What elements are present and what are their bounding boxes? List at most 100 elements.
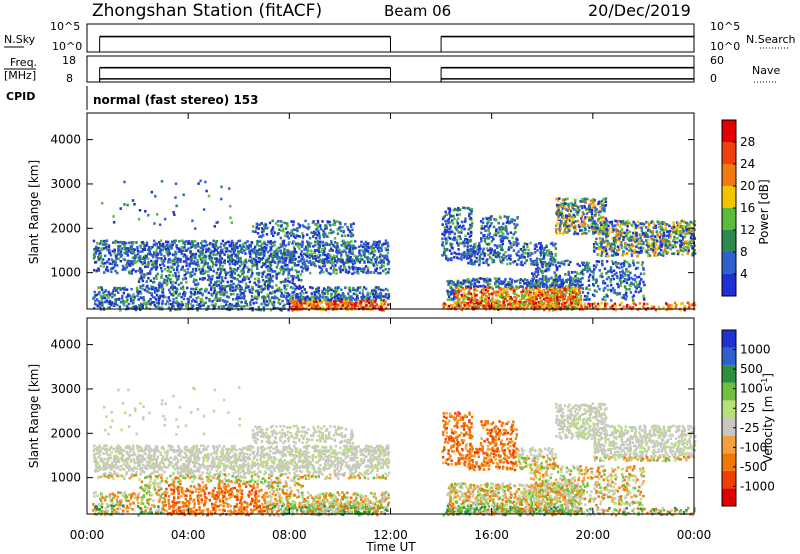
power-echo-724: [314, 243, 317, 247]
power-echo-1404: [100, 286, 103, 290]
power-echo-3903: [579, 298, 582, 301]
power-echo-1663: [197, 296, 200, 299]
power-echo-2196: [376, 292, 379, 296]
power-echo-794: [336, 244, 339, 248]
power-echo-4724: [677, 250, 680, 254]
power-echo-4893: [551, 286, 554, 289]
power-echo-3367: [473, 294, 477, 297]
power-echo-2792: [144, 209, 147, 213]
power-echo-351: [204, 250, 208, 254]
power-echo-4896: [551, 277, 554, 281]
power-echo-1226: [285, 267, 288, 271]
power-echo-2737: [350, 302, 354, 306]
power-echo-1771: [235, 297, 238, 301]
power-echo-418: [226, 255, 230, 258]
power-echo-3626: [527, 296, 530, 299]
power-echo-970: [103, 271, 106, 274]
power-echo-498: [250, 249, 253, 252]
power-echo-907: [370, 247, 373, 251]
freq-tick-top: 18: [62, 54, 76, 67]
power-echo-2102: [346, 303, 350, 306]
power-echo-260: [174, 239, 177, 243]
power-echo-2270: [165, 279, 169, 283]
power-echo-1320: [352, 267, 355, 271]
power-echo-4368: [608, 230, 611, 234]
power-echo-3121: [509, 244, 513, 248]
power-echo-4952: [570, 295, 573, 298]
power-echo-3396: [480, 297, 484, 301]
power-echo-1150: [233, 272, 237, 275]
power-echo-2124: [352, 292, 356, 296]
power-echo-4954: [571, 280, 575, 284]
power-echo-4298: [596, 242, 599, 246]
power-echo-4824: [530, 285, 534, 289]
power-echo-4538: [641, 247, 645, 250]
power-echo-2771: [371, 300, 375, 304]
power-echo-3024: [473, 252, 476, 255]
power-echo-1766: [232, 292, 235, 296]
power-echo-2254: [154, 274, 158, 278]
power-echo-3477: [495, 277, 499, 281]
power-echo-624: [282, 243, 285, 246]
power-echo-2612: [351, 228, 354, 232]
power-echo-3433: [486, 291, 489, 294]
power-echo-1863: [266, 286, 270, 290]
power-echo-1190: [263, 270, 266, 274]
power-echo-1750: [226, 300, 229, 303]
power-echo-1920: [286, 295, 290, 298]
power-echo-212: [163, 254, 166, 258]
power-echo-3967: [500, 240, 503, 243]
power-echo-2946: [462, 240, 465, 244]
power-echo-4345: [604, 229, 608, 233]
power-echo-3819: [561, 290, 565, 293]
power-echo-116: [131, 243, 134, 246]
power-echo-3545: [507, 281, 510, 284]
power-echo-4269: [603, 209, 606, 212]
nsky-label: N.Sky: [4, 33, 36, 46]
power-echo-2519: [296, 234, 299, 238]
power-echo-4594: [651, 246, 655, 250]
power-echo-1517: [143, 288, 147, 292]
power-echo-1591: [170, 303, 174, 306]
power-echo-930: [379, 253, 382, 256]
power-echo-1922: [286, 292, 289, 295]
power-echo-3941: [488, 224, 492, 228]
power-echo-1269: [320, 268, 324, 271]
power-echo-4921: [558, 274, 562, 278]
power-echo-2393: [263, 280, 267, 284]
power-echo-4059: [562, 217, 565, 220]
power-echo-2965: [465, 254, 469, 258]
power-echo-2064: [334, 291, 337, 295]
power-echo-4487: [631, 244, 635, 248]
power-echo-3089: [497, 251, 500, 254]
power-echo-2555: [317, 229, 320, 233]
power-echo-110: [128, 241, 131, 245]
power-echo-3133: [518, 256, 522, 260]
power-echo-3076: [492, 259, 495, 262]
power-echo-1374: [92, 297, 95, 300]
power-echo-4766: [683, 235, 687, 239]
power-echo-4207: [590, 225, 594, 229]
power-echo-3594: [520, 305, 523, 308]
power-echo-4600: [652, 226, 655, 229]
power-echo-2518: [294, 228, 297, 231]
power-echo-1319: [353, 271, 356, 275]
power-echo-2125: [353, 288, 357, 292]
power-echo-4337: [603, 251, 607, 254]
power-echo-3971: [502, 233, 505, 236]
power-echo-4302: [597, 253, 600, 256]
power-echo-3530: [505, 293, 508, 296]
power-echo-3564: [512, 287, 515, 290]
power-echo-4155: [580, 220, 584, 223]
power-echo-1673: [199, 304, 203, 308]
power-echo-4593: [651, 248, 655, 252]
power-echo-250: [172, 253, 176, 257]
power-echo-1520: [145, 301, 148, 305]
power-echo-4897: [550, 259, 554, 263]
power-echo-2510: [290, 220, 293, 223]
power-echo-524: [257, 257, 261, 260]
power-echo-3397: [481, 295, 484, 298]
power-echo-3589: [517, 286, 521, 289]
power-echo-1152: [233, 263, 237, 266]
power-echo-4432: [620, 246, 624, 250]
